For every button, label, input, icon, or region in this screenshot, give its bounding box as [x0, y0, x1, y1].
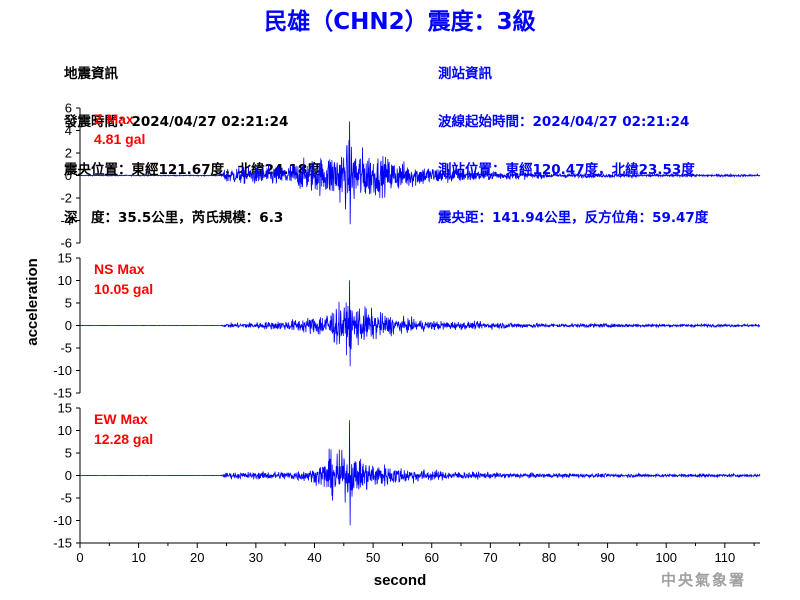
agency-watermark: 中央氣象署: [660, 571, 746, 589]
x-tick-label: 40: [307, 550, 321, 565]
earthquake-info: 地震資訊 發震時間：2024/04/27 02:21:24 震央位置：東經121…: [64, 34, 321, 242]
y-tick-label: -10: [53, 363, 72, 378]
y-tick-label: 0: [65, 318, 72, 333]
x-tick-label: 0: [76, 550, 83, 565]
y-tick-label: 6: [65, 101, 72, 116]
y-tick-label: 0: [65, 168, 72, 183]
y-tick-label: 5: [65, 296, 72, 311]
x-tick-label: 110: [714, 550, 735, 565]
x-tick-label: 100: [655, 550, 677, 565]
y-tick-label: 10: [58, 423, 72, 438]
info-line: 測站位置：東經120.47度，北緯23.53度: [438, 162, 695, 178]
y-tick-label: 15: [58, 251, 72, 266]
y-tick-label: 10: [58, 273, 72, 288]
x-tick-label: 20: [190, 550, 204, 565]
y-tick-label: -6: [60, 236, 72, 251]
y-tick-label: -5: [60, 341, 72, 356]
info-line: 測站資訊: [438, 66, 492, 82]
max-value-label: 10.05 gal: [94, 281, 153, 297]
y-tick-label: -10: [53, 513, 72, 528]
y-tick-label: -15: [53, 536, 72, 551]
waveform-trace-ew: [79, 420, 761, 526]
station-info: 測站資訊 波線起始時間：2024/04/27 02:21:24 測站位置：東經1…: [438, 34, 708, 242]
chart-title: 民雄（CHN2）震度：3級: [264, 9, 536, 35]
y-tick-label: -15: [53, 386, 72, 401]
waveform-trace-ns: [79, 280, 761, 367]
max-label: Z Max: [94, 111, 134, 127]
y-tick-label: -5: [60, 491, 72, 506]
x-tick-label: 60: [424, 550, 438, 565]
max-label: EW Max: [94, 411, 148, 427]
max-value-label: 12.28 gal: [94, 431, 153, 447]
x-tick-label: 90: [600, 550, 614, 565]
y-tick-label: 15: [58, 401, 72, 416]
y-tick-label: 0: [65, 468, 72, 483]
x-tick-label: 50: [366, 550, 380, 565]
x-tick-label: 30: [249, 550, 263, 565]
info-line: 地震資訊: [64, 66, 118, 82]
x-tick-label: 80: [542, 550, 556, 565]
x-axis-label: second: [374, 572, 427, 589]
info-line: 震央距：141.94公里，反方位角：59.47度: [438, 210, 709, 226]
y-tick-label: -4: [60, 213, 72, 228]
y-axis-label: acceleration: [24, 258, 41, 346]
y-tick-label: 4: [65, 123, 72, 138]
info-line: 深 度：35.5公里，芮氏規模：6.3: [64, 210, 284, 226]
waveform-trace-z: [79, 121, 761, 225]
info-line: 波線起始時間：2024/04/27 02:21:24: [438, 114, 690, 130]
max-value-label: 4.81 gal: [94, 131, 145, 147]
max-label: NS Max: [94, 261, 145, 277]
y-tick-label: -2: [60, 191, 72, 206]
x-tick-label: 70: [483, 550, 497, 565]
info-line: 發震時間：2024/04/27 02:21:24: [64, 114, 289, 130]
y-tick-label: 5: [65, 446, 72, 461]
x-tick-label: 10: [131, 550, 145, 565]
y-tick-label: 2: [65, 146, 72, 161]
